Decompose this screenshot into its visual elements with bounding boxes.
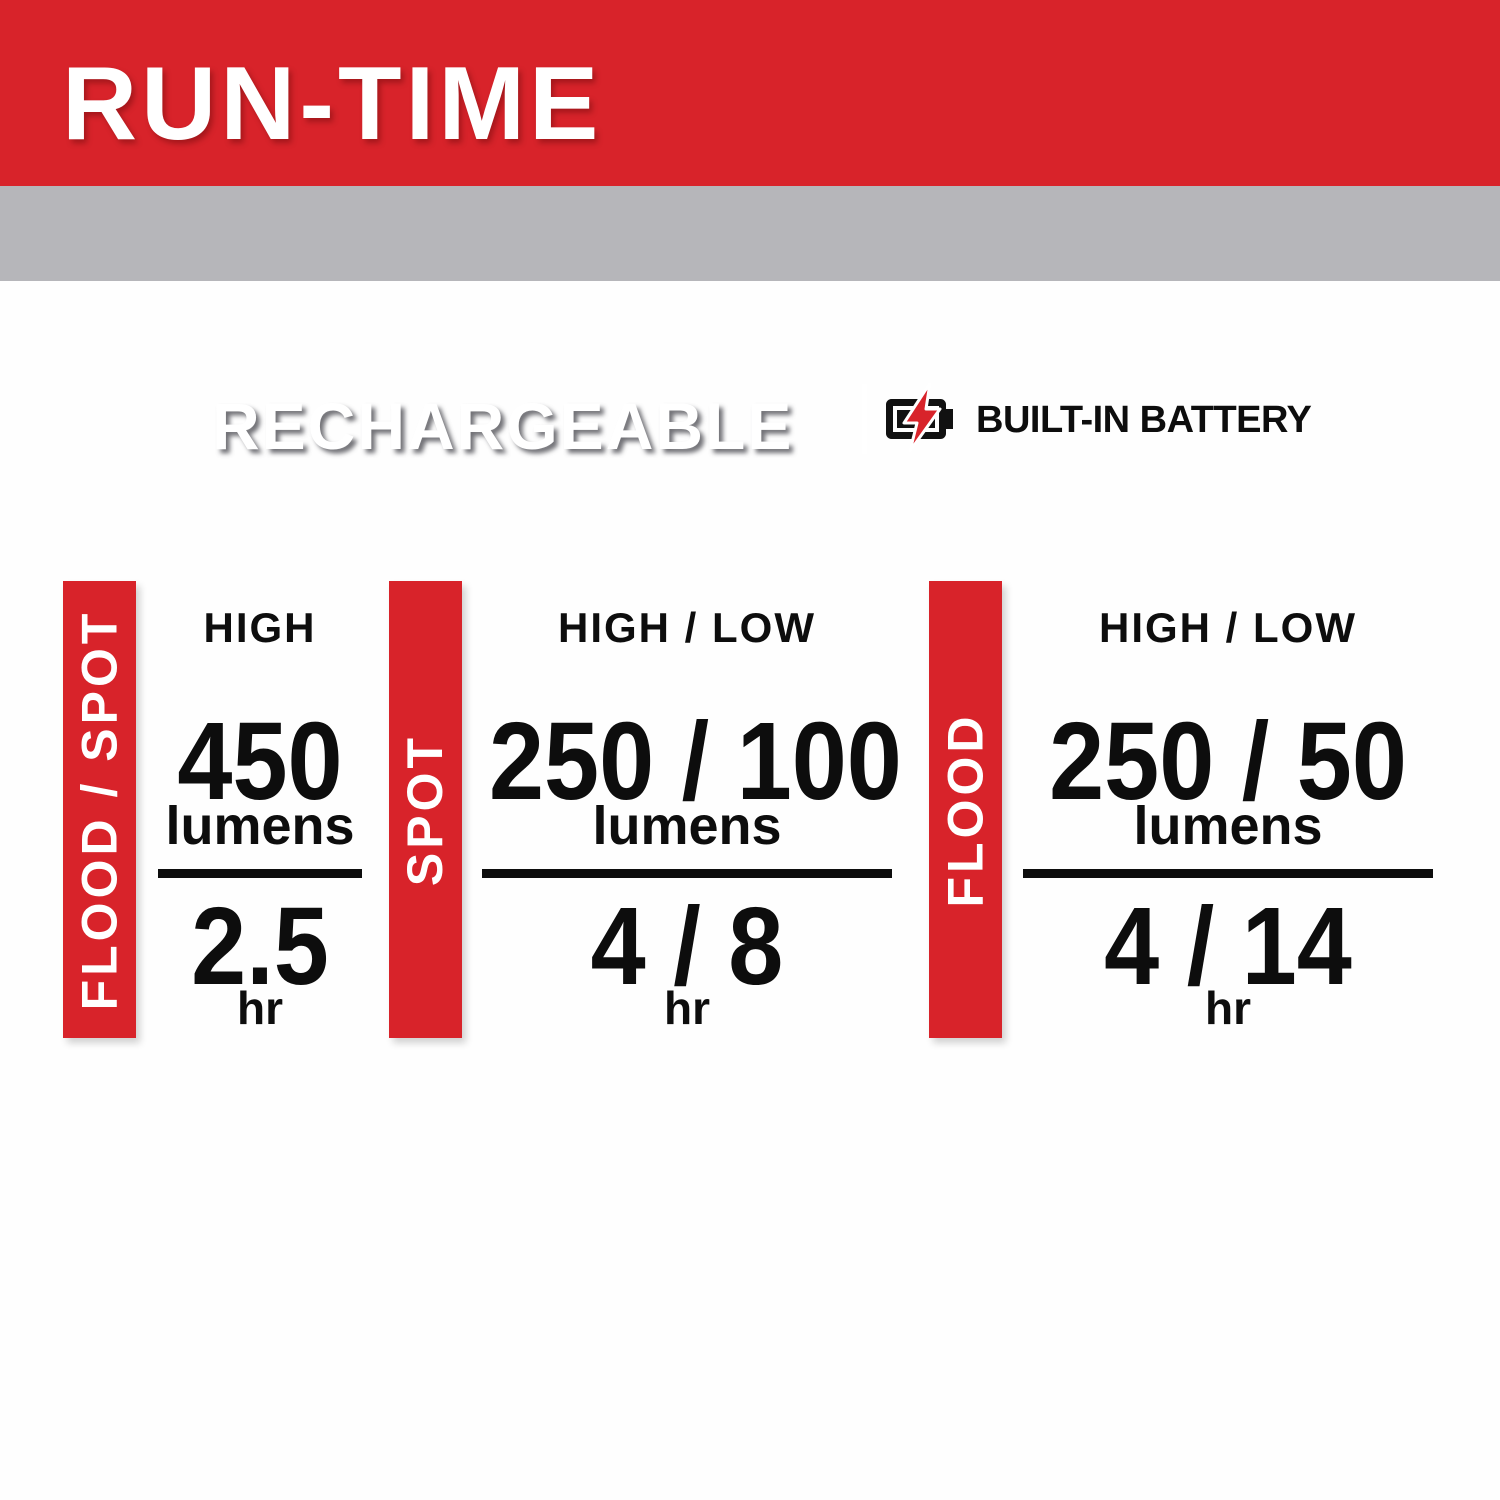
rechargeable-label: RECHARGEABLE xyxy=(212,389,794,463)
beam-label: FLOOD xyxy=(937,712,994,907)
mode-label: HIGH xyxy=(203,604,317,651)
runtime-value: 2.5 xyxy=(191,885,329,1008)
battery-bolt-icon xyxy=(886,383,953,453)
beam-label: SPOT xyxy=(397,733,454,886)
page-title: RUN-TIME xyxy=(62,46,603,162)
runtime-unit-label: hr xyxy=(237,982,283,1034)
spec-column-flood-spot: HIGH 450 lumens 2.5 hr xyxy=(137,581,383,1038)
fraction-divider-line xyxy=(158,869,362,878)
beam-bar-flood: FLOOD xyxy=(929,581,1002,1038)
runtime-unit-label: hr xyxy=(1205,982,1251,1034)
runtime-unit-label: hr xyxy=(664,982,710,1034)
spec-column-spot: HIGH / LOW 250 / 100 lumens 4 / 8 hr xyxy=(467,581,907,1038)
lumens-unit-label: lumens xyxy=(1133,796,1323,856)
red-header-banner: RUN-TIME xyxy=(0,0,1500,186)
mode-label: HIGH / LOW xyxy=(558,604,816,651)
fraction-divider-line xyxy=(1023,869,1433,878)
lumens-value: 250 / 100 xyxy=(489,700,902,823)
lumens-unit-label: lumens xyxy=(592,796,782,856)
mode-label: HIGH / LOW xyxy=(1099,604,1357,651)
lumens-unit-label: lumens xyxy=(165,796,355,856)
gray-sub-banner: RECHARGEABLE BUILT-IN BATTERY xyxy=(0,186,1500,459)
built-in-battery-label: BUILT-IN BATTERY xyxy=(976,399,1312,441)
lumens-value: 250 / 50 xyxy=(1049,700,1407,823)
beam-bar-flood-spot: FLOOD / SPOT xyxy=(63,581,136,1038)
beam-label: FLOOD / SPOT xyxy=(71,609,128,1010)
runtime-value: 4 / 8 xyxy=(590,885,784,1008)
beam-bar-spot: SPOT xyxy=(389,581,462,1038)
divider xyxy=(862,384,867,454)
lumens-value: 450 xyxy=(177,700,343,823)
spec-column-flood: HIGH / LOW 250 / 50 lumens 4 / 14 hr xyxy=(1008,581,1448,1038)
runtime-value: 4 / 14 xyxy=(1104,885,1352,1008)
fraction-divider-line xyxy=(482,869,892,878)
